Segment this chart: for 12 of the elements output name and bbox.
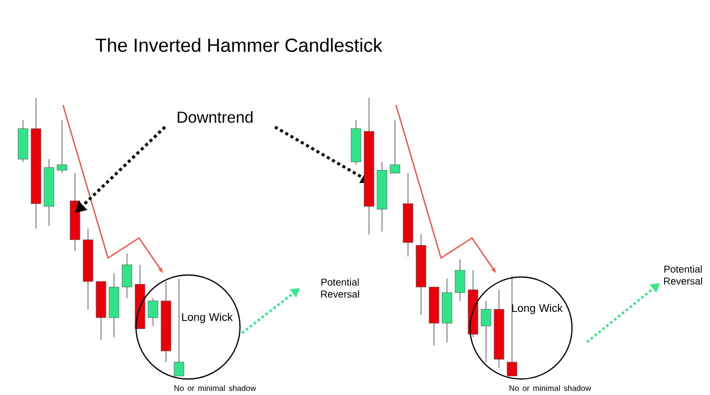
candlestick	[122, 253, 132, 299]
text: Potential Reversal	[664, 265, 702, 285]
candlestick	[56, 120, 68, 174]
candlestick	[480, 300, 492, 362]
text: The Inverted Hammer Candlestick	[96, 38, 382, 52]
candlestick	[390, 120, 400, 174]
candlestick	[148, 298, 158, 326]
annotation: Downtrend	[178, 111, 253, 123]
candlestick	[454, 258, 466, 302]
annotation: Potential Reversal	[321, 278, 359, 298]
annotation: Long Wick	[512, 304, 563, 314]
annotation: Long Wick	[182, 312, 233, 324]
